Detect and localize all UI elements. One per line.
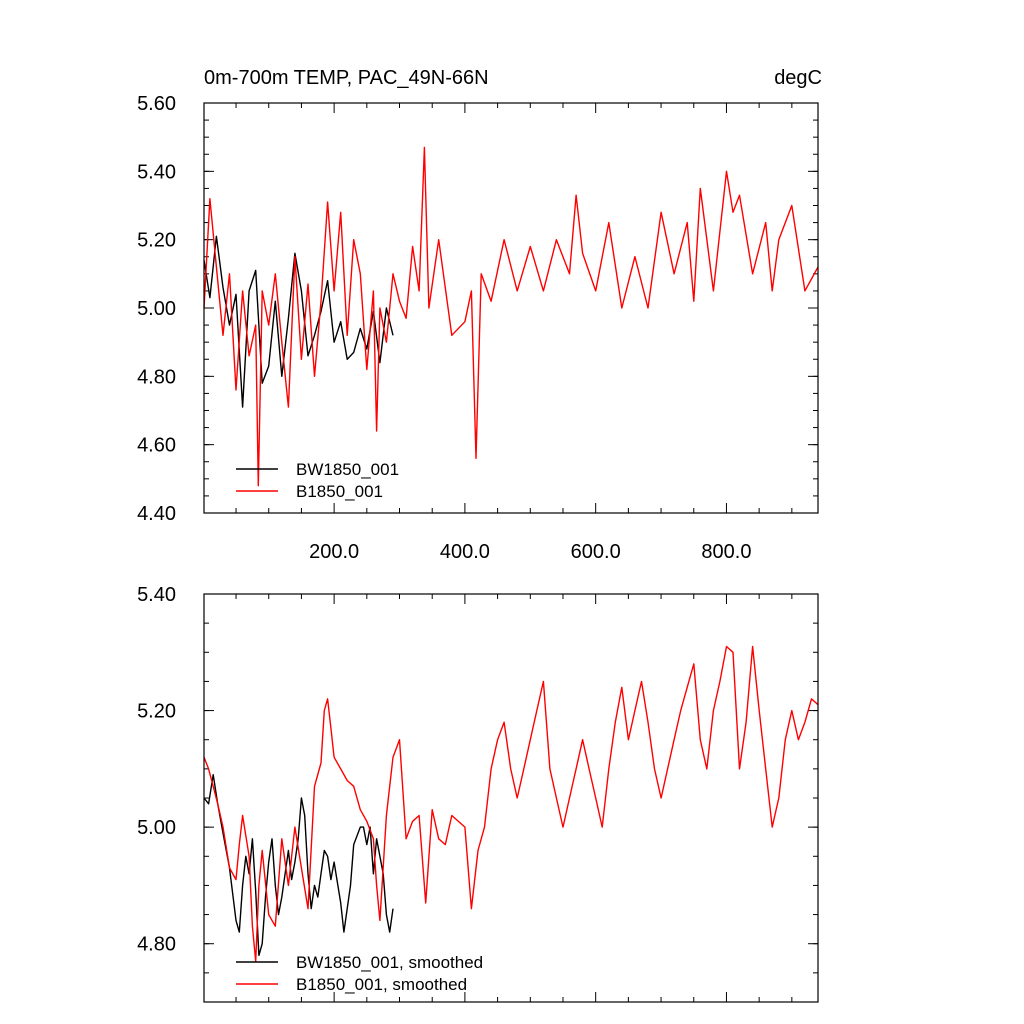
bottom-series-line-0 bbox=[203, 774, 394, 957]
top-axis-ticks: 4.40 4.60 4.80 5.00 5.20 5.40 5.60 200.0 400.0 60… bbox=[137, 93, 818, 563]
top-chart: 0m-700m TEMP, PAC_49N-66N degC 4.404.604… bbox=[137, 67, 822, 563]
bottom-chart: 4.80 5.00 5.20 5.40 BW1850_001, smoothed B1… bbox=[137, 584, 819, 1003]
top-x-tick-label: 200.0 bbox=[309, 541, 359, 563]
bottom-y-tick-label: 4.80 bbox=[137, 934, 176, 956]
bottom-series-lines bbox=[203, 645, 819, 962]
top-series-line-1 bbox=[203, 146, 819, 487]
bottom-axis-ticks: 4.80 5.00 5.20 5.40 bbox=[137, 584, 818, 1003]
units-label: degC bbox=[774, 67, 822, 89]
top-y-tick-label: 5.20 bbox=[137, 230, 176, 252]
top-legend: BW1850_001 B1850_001 bbox=[236, 460, 399, 501]
legend-label-bw1850-smoothed: BW1850_001, smoothed bbox=[296, 953, 483, 972]
top-y-tick-label: 4.60 bbox=[137, 435, 176, 457]
bottom-y-tick-label: 5.40 bbox=[137, 584, 176, 606]
top-series-lines bbox=[203, 146, 819, 487]
top-y-tick-label: 4.40 bbox=[137, 503, 176, 525]
chart-title: 0m-700m TEMP, PAC_49N-66N bbox=[204, 67, 489, 89]
top-y-tick-label: 5.60 bbox=[137, 93, 176, 115]
bottom-plot-frame bbox=[203, 593, 819, 1003]
bottom-y-tick-label: 5.20 bbox=[137, 701, 176, 723]
top-y-tick-label: 5.00 bbox=[137, 298, 176, 320]
top-y-tick-label: 4.80 bbox=[137, 366, 176, 388]
top-plot-frame bbox=[203, 102, 819, 514]
bottom-series-line-1 bbox=[203, 645, 819, 962]
legend-label-bw1850: BW1850_001 bbox=[296, 460, 399, 479]
top-x-tick-label: 600.0 bbox=[571, 541, 621, 563]
legend-label-b1850-smoothed: B1850_001, smoothed bbox=[296, 975, 467, 994]
top-series-line-0 bbox=[203, 235, 394, 408]
top-x-tick-label: 800.0 bbox=[701, 541, 751, 563]
top-y-tick-label: 5.40 bbox=[137, 161, 176, 183]
bottom-y-tick-label: 5.00 bbox=[137, 817, 176, 839]
legend-label-b1850: B1850_001 bbox=[296, 482, 383, 501]
top-x-tick-label: 400.0 bbox=[440, 541, 490, 563]
bottom-legend: BW1850_001, smoothed B1850_001, smoothed bbox=[236, 953, 483, 994]
